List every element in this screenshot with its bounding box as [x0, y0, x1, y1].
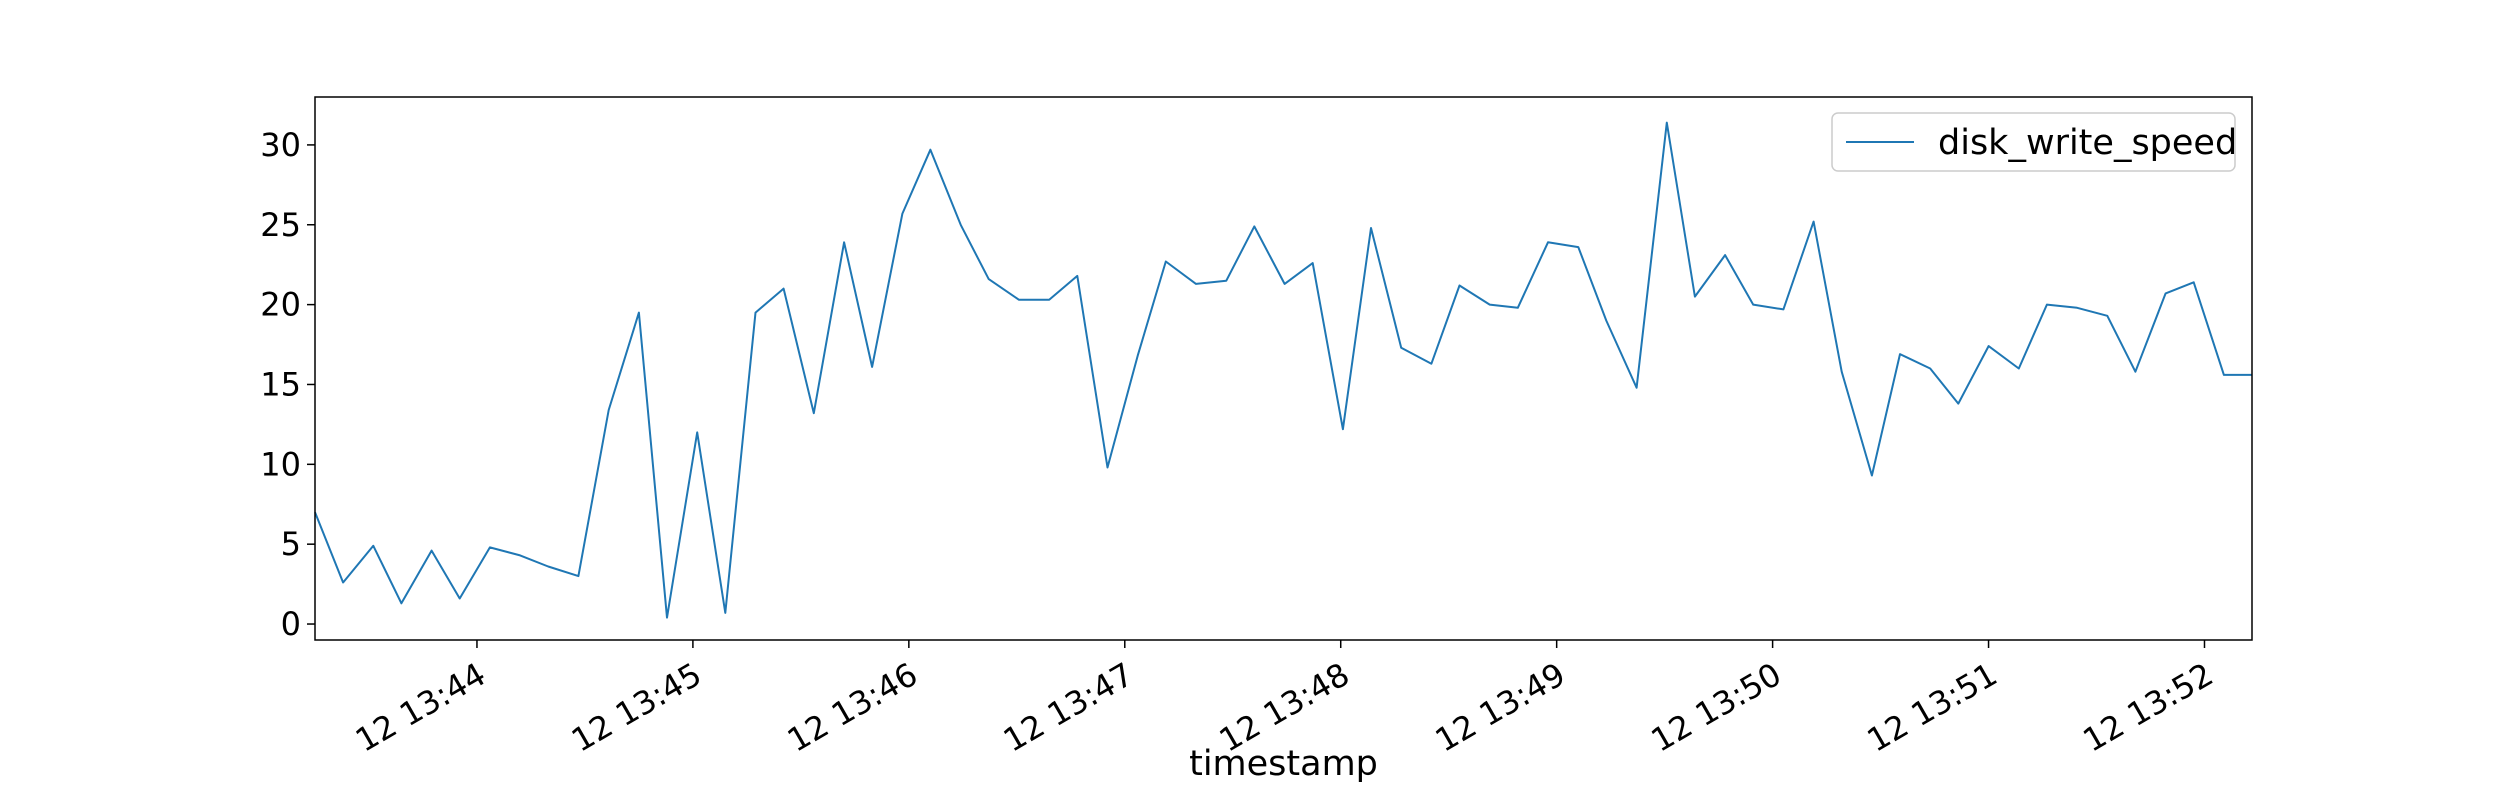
- plot-frame: [314, 96, 2253, 641]
- x-tick-label: 12 13:51: [1861, 655, 2004, 759]
- legend-label: disk_write_speed: [1938, 123, 2237, 163]
- y-tick-label: 30: [260, 126, 301, 164]
- series-layer: [314, 121, 2252, 619]
- y-tick-label: 5: [281, 525, 301, 563]
- x-tick-label: 12 13:46: [781, 655, 924, 759]
- x-axis-ticks: 12 13:44 12 13:45 12 13:46 12 13:47 12 13:48…: [349, 640, 2219, 760]
- y-tick-label: 10: [260, 445, 301, 483]
- x-tick-label: 12 13:49: [1429, 655, 1572, 759]
- x-tick-label: 12 13:47: [997, 655, 1140, 759]
- x-tick-label: 12 13:50: [1645, 655, 1788, 759]
- x-axis-label: timestamp: [1189, 744, 1378, 784]
- y-tick-label: 25: [260, 206, 301, 244]
- y-tick-label: 20: [260, 286, 301, 324]
- legend-box: [1831, 112, 2236, 172]
- x-tick-label: 12 13:52: [2077, 655, 2220, 759]
- x-tick-label: 12 13:44: [349, 655, 492, 759]
- y-axis-ticks: 0 5 10 15 20 25 30: [260, 126, 315, 643]
- x-tick-label: 12 13:45: [565, 655, 708, 759]
- y-tick-label: 0: [281, 605, 301, 643]
- y-tick-label: 15: [260, 365, 301, 403]
- legend: disk_write_speed: [1831, 112, 2237, 172]
- series-line-disk-write-speed: [314, 121, 2252, 619]
